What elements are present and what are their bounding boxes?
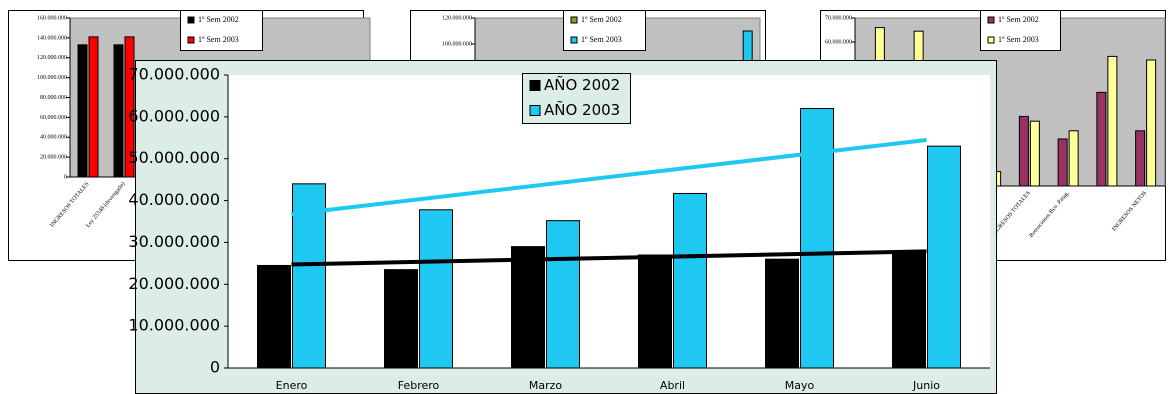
bar xyxy=(511,246,545,369)
bar xyxy=(1135,130,1146,187)
y-tick-label: 20.000.000 xyxy=(128,274,220,293)
y-tick-label: 80.000.000 xyxy=(40,95,67,101)
legend-label: AÑO 2003 xyxy=(544,100,620,119)
y-tick-label: 30.000.000 xyxy=(128,232,220,251)
x-tick-label: Marzo xyxy=(529,379,563,392)
y-tick-label: 70.000.000 xyxy=(128,65,220,84)
legend-label: 1º Sem 2003 xyxy=(198,35,239,44)
bar xyxy=(1057,138,1068,187)
y-tick-label: 40.000.000 xyxy=(128,190,220,209)
legend-label: AÑO 2002 xyxy=(544,75,620,94)
legend-label: 1º Sem 2002 xyxy=(581,15,622,24)
bar xyxy=(1146,59,1157,187)
legend-label: 1º Sem 2002 xyxy=(198,15,239,24)
legend-swatch xyxy=(529,105,541,116)
x-tick-label: Abril xyxy=(660,379,685,392)
bar xyxy=(892,251,926,369)
y-tick-label: 120.000.000 xyxy=(442,15,472,21)
trendline xyxy=(291,137,927,217)
x-tick-label: Enero xyxy=(276,379,308,392)
y-tick-label: 0 xyxy=(64,174,67,180)
y-tick-label: 20.000.000 xyxy=(40,155,67,161)
main-chart: 0 10.000.000 20.000.000 30.000.000 40.000.00… xyxy=(128,60,997,394)
legend-swatch xyxy=(529,80,541,91)
x-tick-label: Junio xyxy=(912,379,940,392)
bar xyxy=(292,183,326,369)
bar xyxy=(77,44,88,178)
bar xyxy=(1018,115,1029,187)
y-tick-label: 10.000.000 xyxy=(128,316,220,335)
y-tick-label: 60.000.000 xyxy=(825,39,852,45)
bar xyxy=(800,107,834,369)
y-tick-label: 120.000.000 xyxy=(37,55,67,61)
bar xyxy=(1107,55,1118,187)
y-tick-label: 100.000.000 xyxy=(37,75,67,81)
bar xyxy=(765,258,799,369)
x-tick-label: Mayo xyxy=(785,379,815,392)
legend-swatch xyxy=(570,36,578,44)
y-tick-label: 140.000.000 xyxy=(37,35,67,41)
legend-swatch xyxy=(187,36,195,44)
y-tick-label: 160.000.000 xyxy=(37,15,67,21)
legend-swatch xyxy=(570,16,578,24)
y-tick-label: 40.000.000 xyxy=(40,135,67,141)
y-tick-label: 60.000.000 xyxy=(128,106,220,125)
bar xyxy=(673,192,707,369)
bar xyxy=(257,264,291,369)
bar xyxy=(124,36,135,178)
bar xyxy=(88,36,99,178)
legend-label: 1º Sem 2002 xyxy=(998,15,1039,24)
bar xyxy=(384,269,418,369)
y-tick-label: 100.000.000 xyxy=(442,41,472,47)
x-tick-label: Febrero xyxy=(398,379,440,392)
y-tick-label: 70.000.000 xyxy=(825,15,852,21)
legend-label: 1º Sem 2003 xyxy=(998,35,1039,44)
bar xyxy=(113,44,124,178)
bar xyxy=(1068,130,1079,187)
y-tick-label: 0 xyxy=(210,358,220,377)
y-tick-label: 50.000.000 xyxy=(128,148,220,167)
bar xyxy=(546,220,580,369)
legend-swatch xyxy=(987,16,995,24)
legend-swatch xyxy=(187,16,195,24)
bar xyxy=(419,209,453,369)
bar xyxy=(1096,91,1107,187)
bar xyxy=(1029,120,1040,187)
bar xyxy=(927,145,961,369)
legend-label: 1º Sem 2003 xyxy=(581,35,622,44)
legend-swatch xyxy=(987,36,995,44)
bar xyxy=(638,254,672,369)
trendline xyxy=(291,249,927,267)
y-tick-label: 60.000.000 xyxy=(40,115,67,121)
